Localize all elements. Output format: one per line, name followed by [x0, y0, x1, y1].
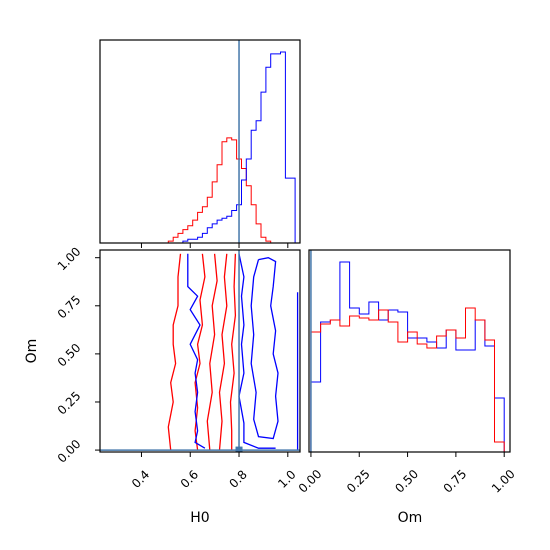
om-marginal-tick-label-1: 0.25	[344, 467, 373, 496]
contour-series-0-level-0	[167, 253, 182, 451]
om-tick-label-3: 0.75	[55, 293, 84, 322]
contour-series-1-level-1	[238, 253, 276, 449]
contour-series-0-level-2	[206, 253, 218, 451]
contour-frame	[99, 249, 301, 453]
om-tick-label-1: 0.25	[55, 389, 84, 418]
h0-histogram-series-0	[100, 137, 300, 243]
om-marginal-tick-label-3: 0.75	[441, 467, 470, 496]
om-tick-label-2: 0.50	[55, 341, 84, 370]
contour-series-1-level-0	[187, 253, 206, 449]
h0-tick-label-2: 0.8	[226, 467, 249, 490]
h0-marginal-frame	[99, 39, 301, 244]
om-tick-label-4: 1.00	[55, 244, 84, 273]
om-marginal-tick-label-2: 0.50	[392, 467, 421, 496]
h0-marginal-panel	[99, 39, 301, 248]
h0-marginal-plot-area	[100, 40, 300, 243]
om-marginal-tick-label-4: 1.00	[489, 467, 518, 496]
contour-truth-marker	[235, 446, 243, 452]
om-marginal-tick-label-0: 0.00	[296, 467, 325, 496]
contour-plot-area	[100, 250, 300, 452]
om-histogram-series-1	[310, 307, 505, 452]
h0-tick-label-3: 1.0	[275, 467, 298, 490]
h0-axis-label: H0	[190, 510, 209, 526]
om-marginal-frame	[308, 249, 511, 453]
om-marginal-axis-label: Om	[398, 510, 423, 526]
om-marginal-panel: 0.00 0.25 0.50 0.75 1.00 Om	[296, 249, 518, 526]
h0-tick-label-0: 0.4	[129, 467, 152, 490]
om-histogram-series-0	[310, 261, 505, 452]
om-tick-label-0: 0.00	[55, 437, 84, 466]
h0-histogram-series-1	[100, 51, 300, 243]
om-axis-label: Om	[24, 339, 40, 364]
contour-series-1-level-2	[250, 257, 279, 440]
om-marginal-plot-area	[310, 250, 505, 452]
h0-om-contour-panel: 0.4 0.6 0.8 1.0 0.00 0.25 0.50 0.75 1.00 H0 Om	[24, 244, 301, 526]
contour-series-0-level-3	[218, 253, 228, 451]
contour-series-0-level-4	[229, 253, 237, 451]
h0-tick-label-1: 0.6	[178, 467, 201, 490]
